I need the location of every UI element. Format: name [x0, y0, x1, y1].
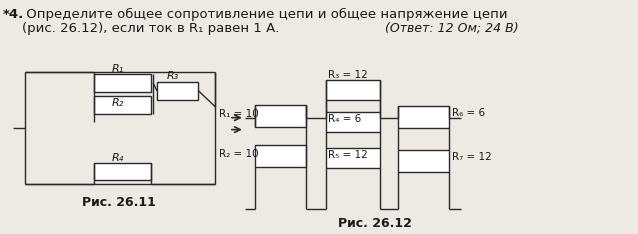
- Text: Рис. 26.11: Рис. 26.11: [82, 196, 156, 209]
- Bar: [94, 74, 151, 92]
- Text: (рис. 26.12), если ток в R₁ равен 1 А.: (рис. 26.12), если ток в R₁ равен 1 А.: [22, 22, 279, 35]
- Text: Рис. 26.12: Рис. 26.12: [338, 217, 412, 230]
- Bar: [255, 105, 306, 127]
- Text: R₄ = 6: R₄ = 6: [328, 114, 361, 124]
- Bar: [255, 145, 306, 167]
- Text: R₆ = 6: R₆ = 6: [452, 108, 486, 118]
- Text: R₄: R₄: [112, 153, 124, 163]
- Text: R₇ = 12: R₇ = 12: [452, 152, 492, 161]
- Text: Определите общее сопротивление цепи и общее напряжение цепи: Определите общее сопротивление цепи и об…: [22, 8, 507, 21]
- Text: R₃: R₃: [167, 71, 179, 81]
- Text: *4.: *4.: [3, 8, 24, 21]
- Text: R₂: R₂: [112, 98, 124, 108]
- Bar: [326, 112, 380, 132]
- Text: R₅ = 12: R₅ = 12: [328, 150, 367, 160]
- Bar: [326, 148, 380, 168]
- Text: R₂ = 10: R₂ = 10: [219, 149, 259, 159]
- Text: R₁ = 10: R₁ = 10: [219, 109, 259, 119]
- Bar: [398, 106, 449, 128]
- Bar: [326, 80, 380, 100]
- Text: R₁: R₁: [112, 64, 124, 74]
- Text: (Ответ: 12 Ом; 24 В): (Ответ: 12 Ом; 24 В): [385, 22, 519, 35]
- Bar: [157, 82, 198, 100]
- Text: R₃ = 12: R₃ = 12: [328, 70, 367, 80]
- Bar: [94, 163, 151, 180]
- Bar: [94, 96, 151, 114]
- Bar: [398, 150, 449, 172]
